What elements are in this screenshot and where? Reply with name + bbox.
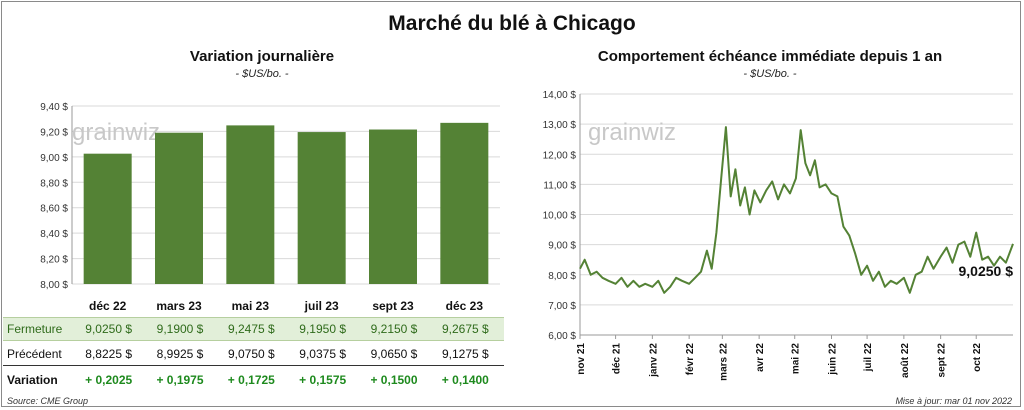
y-tick-label: 12,00 $ bbox=[543, 150, 577, 161]
table-cell: 9,0250 $ bbox=[85, 322, 133, 336]
x-tick-label: avr 22 bbox=[755, 343, 766, 372]
left-chart-unit: - $US/bo. - bbox=[235, 68, 289, 80]
table-cell: 9,1950 $ bbox=[299, 322, 347, 336]
y-tick-label: 8,00 $ bbox=[548, 271, 576, 282]
y-tick-label: 8,80 $ bbox=[40, 178, 68, 189]
y-tick-label: 9,00 $ bbox=[548, 241, 576, 252]
table-cell: + 0,1975 bbox=[156, 373, 204, 387]
x-tick-label: nov 21 bbox=[576, 343, 587, 375]
x-tick-label: août 22 bbox=[900, 343, 911, 378]
table-cell: + 0,1725 bbox=[227, 373, 275, 387]
bar bbox=[83, 153, 132, 284]
y-tick-label: 7,00 $ bbox=[548, 301, 576, 312]
bar bbox=[155, 132, 203, 284]
watermark: grainwiz bbox=[72, 119, 160, 146]
right-chart-title: Comportement échéance immédiate depuis 1… bbox=[597, 48, 943, 65]
x-tick-label: oct 22 bbox=[972, 343, 983, 372]
source-note: Source: CME Group bbox=[7, 396, 89, 406]
daily-variation-bar-chart: 8,00 $ 8,20 $ 8,40 $ 8,60 $ 8,80 $ 9,00 $ 9,20… bbox=[40, 102, 500, 313]
x-tick-label: mars 22 bbox=[718, 343, 729, 381]
x-tick-label: mai 23 bbox=[232, 299, 270, 313]
x-tick-label: juil 22 bbox=[863, 343, 874, 373]
table-cell: 9,1900 $ bbox=[156, 322, 204, 336]
table-cell: + 0,2025 bbox=[85, 373, 133, 387]
y-tick-label: 9,00 $ bbox=[40, 153, 68, 164]
table-cell: + 0,1400 bbox=[441, 373, 489, 387]
x-tick-label: févr 22 bbox=[685, 343, 696, 376]
table-cell: 9,0650 $ bbox=[370, 347, 418, 361]
front-month-line-chart: 6,00 $ 7,00 $ 8,00 $ 9,00 $ 10,00 $ 11,00 $ 12… bbox=[543, 90, 1014, 381]
watermark: grainwiz bbox=[588, 119, 676, 146]
table-cell: + 0,1575 bbox=[299, 373, 347, 387]
x-tick-label: déc 21 bbox=[612, 343, 623, 375]
table-cell: 9,1275 $ bbox=[441, 347, 489, 361]
y-tick-label: 13,00 $ bbox=[543, 120, 577, 131]
update-note: Mise à jour: mar 01 nov 2022 bbox=[895, 396, 1012, 406]
left-chart-title: Variation journalière bbox=[189, 48, 335, 65]
x-tick-label: sept 23 bbox=[372, 299, 414, 313]
x-tick-label: mai 22 bbox=[791, 343, 802, 375]
bar bbox=[297, 132, 346, 284]
right-chart-unit: - $US/bo. - bbox=[743, 68, 797, 80]
y-tick-label: 8,40 $ bbox=[40, 229, 68, 240]
y-tick-label: 8,60 $ bbox=[40, 204, 68, 215]
x-tick-label: déc 23 bbox=[446, 299, 484, 313]
row-label: Fermeture bbox=[7, 322, 63, 336]
x-tick-label: mars 23 bbox=[156, 299, 202, 313]
y-tick-label: 8,00 $ bbox=[40, 280, 68, 291]
table-cell: 9,2475 $ bbox=[227, 322, 275, 336]
bar bbox=[440, 122, 489, 284]
y-tick-label: 6,00 $ bbox=[548, 331, 576, 342]
last-value-label: 9,0250 $ bbox=[959, 263, 1014, 279]
table-row: Fermeture 9,0250 $ 9,1900 $ 9,2475 $ 9,1950 … bbox=[3, 317, 504, 341]
table-cell: 8,8225 $ bbox=[85, 347, 133, 361]
bar bbox=[369, 129, 417, 284]
x-tick-label: déc 22 bbox=[89, 299, 127, 313]
x-tick-label: juil 23 bbox=[304, 299, 339, 313]
row-label: Précédent bbox=[7, 347, 62, 361]
y-tick-label: 14,00 $ bbox=[543, 90, 577, 101]
bar bbox=[226, 125, 275, 284]
x-tick-label: juin 22 bbox=[827, 343, 838, 376]
y-tick-label: 9,20 $ bbox=[40, 127, 68, 138]
y-tick-label: 8,20 $ bbox=[40, 255, 68, 266]
table-cell: 9,0750 $ bbox=[227, 347, 275, 361]
y-tick-label: 9,40 $ bbox=[40, 102, 68, 113]
y-tick-label: 10,00 $ bbox=[543, 211, 577, 222]
table-row: Variation + 0,2025 + 0,1975 + 0,1725 + 0,157… bbox=[3, 369, 504, 391]
table-cell: 9,0375 $ bbox=[299, 347, 347, 361]
x-tick-label: sept 22 bbox=[937, 343, 948, 378]
table-cell: 9,2150 $ bbox=[370, 322, 418, 336]
table-row: Précédent 8,8225 $ 8,9925 $ 9,0750 $ 9,0375 … bbox=[3, 343, 504, 366]
page-title: Marché du blé à Chicago bbox=[388, 12, 636, 35]
x-tick-label: janv 22 bbox=[648, 343, 659, 378]
table-cell: 8,9925 $ bbox=[156, 347, 204, 361]
price-line bbox=[579, 126, 1014, 294]
table-cell: 9,2675 $ bbox=[441, 322, 489, 336]
row-label: Variation bbox=[7, 373, 58, 387]
table-cell: + 0,1500 bbox=[370, 373, 418, 387]
y-tick-label: 11,00 $ bbox=[543, 180, 576, 191]
